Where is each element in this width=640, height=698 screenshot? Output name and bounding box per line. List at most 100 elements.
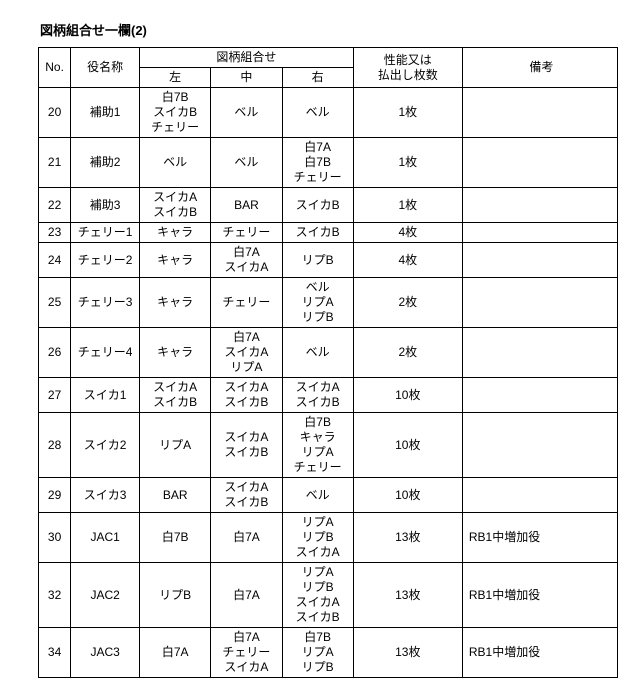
cell-right: ベル: [282, 88, 353, 138]
cell-pay: 10枚: [353, 413, 462, 478]
cell-pay: 2枚: [353, 328, 462, 378]
cell-left: キャラ: [140, 243, 211, 278]
header-remarks: 備考: [462, 48, 617, 88]
cell-pay: 1枚: [353, 88, 462, 138]
cell-right: スイカB: [282, 223, 353, 243]
cell-left: 白7A: [140, 628, 211, 678]
table-row: 20補助1白7B スイカB チェリーベルベル1枚: [39, 88, 618, 138]
cell-name: 補助2: [71, 138, 140, 188]
cell-left: キャラ: [140, 328, 211, 378]
cell-no: 30: [39, 513, 71, 563]
header-name: 役名称: [71, 48, 140, 88]
cell-left: リプB: [140, 563, 211, 628]
header-left: 左: [140, 68, 211, 88]
cell-no: 34: [39, 628, 71, 678]
cell-name: JAC2: [71, 563, 140, 628]
cell-right: リプA リプB スイカA スイカB: [282, 563, 353, 628]
cell-middle: 白7A: [211, 513, 282, 563]
cell-right: リプB: [282, 243, 353, 278]
cell-no: 21: [39, 138, 71, 188]
cell-right: ベル リプA リプB: [282, 278, 353, 328]
cell-no: 24: [39, 243, 71, 278]
cell-remarks: [462, 88, 617, 138]
cell-name: JAC3: [71, 628, 140, 678]
cell-no: 27: [39, 378, 71, 413]
cell-pay: 4枚: [353, 243, 462, 278]
cell-name: スイカ2: [71, 413, 140, 478]
cell-middle: チェリー: [211, 223, 282, 243]
cell-name: スイカ1: [71, 378, 140, 413]
cell-middle: ベル: [211, 138, 282, 188]
cell-remarks: [462, 223, 617, 243]
cell-right: スイカB: [282, 188, 353, 223]
cell-right: ベル: [282, 478, 353, 513]
cell-right: 白7A 白7B チェリー: [282, 138, 353, 188]
cell-name: チェリー1: [71, 223, 140, 243]
table-row: 21補助2ベルベル白7A 白7B チェリー1枚: [39, 138, 618, 188]
cell-middle: 白7A スイカA リプA: [211, 328, 282, 378]
cell-remarks: [462, 378, 617, 413]
cell-remarks: RB1中増加役: [462, 563, 617, 628]
header-no: No.: [39, 48, 71, 88]
cell-right: リプA リプB スイカA: [282, 513, 353, 563]
cell-left: スイカA スイカB: [140, 378, 211, 413]
symbol-combo-table: No. 役名称 図柄組合せ 性能又は 払出し枚数 備考 左 中 右 20補助1白…: [38, 47, 618, 678]
cell-no: 20: [39, 88, 71, 138]
cell-no: 23: [39, 223, 71, 243]
cell-name: スイカ3: [71, 478, 140, 513]
cell-pay: 1枚: [353, 138, 462, 188]
cell-middle: 白7A: [211, 563, 282, 628]
cell-left: 白7B: [140, 513, 211, 563]
cell-right: 白7B リプA リプB: [282, 628, 353, 678]
cell-pay: 13枚: [353, 513, 462, 563]
cell-pay: 10枚: [353, 478, 462, 513]
cell-middle: BAR: [211, 188, 282, 223]
cell-no: 22: [39, 188, 71, 223]
cell-pay: 4枚: [353, 223, 462, 243]
cell-left: ベル: [140, 138, 211, 188]
cell-name: 補助1: [71, 88, 140, 138]
cell-middle: スイカA スイカB: [211, 378, 282, 413]
header-middle: 中: [211, 68, 282, 88]
table-body: 20補助1白7B スイカB チェリーベルベル1枚21補助2ベルベル白7A 白7B…: [39, 88, 618, 678]
cell-left: キャラ: [140, 278, 211, 328]
cell-pay: 13枚: [353, 628, 462, 678]
cell-remarks: RB1中増加役: [462, 628, 617, 678]
cell-right: 白7B キャラ リプA チェリー: [282, 413, 353, 478]
cell-remarks: [462, 478, 617, 513]
cell-no: 28: [39, 413, 71, 478]
cell-remarks: [462, 328, 617, 378]
cell-name: チェリー3: [71, 278, 140, 328]
cell-remarks: RB1中増加役: [462, 513, 617, 563]
cell-remarks: [462, 243, 617, 278]
cell-no: 29: [39, 478, 71, 513]
table-row: 29スイカ3BARスイカA スイカBベル10枚: [39, 478, 618, 513]
cell-middle: 白7A チェリー スイカA: [211, 628, 282, 678]
cell-left: リプA: [140, 413, 211, 478]
cell-middle: ベル: [211, 88, 282, 138]
cell-pay: 13枚: [353, 563, 462, 628]
cell-name: JAC1: [71, 513, 140, 563]
table-row: 26チェリー4キャラ白7A スイカA リプAベル2枚: [39, 328, 618, 378]
cell-name: 補助3: [71, 188, 140, 223]
cell-pay: 1枚: [353, 188, 462, 223]
table-header: No. 役名称 図柄組合せ 性能又は 払出し枚数 備考 左 中 右: [39, 48, 618, 88]
table-row: 30JAC1白7B白7AリプA リプB スイカA13枚RB1中増加役: [39, 513, 618, 563]
table-row: 34JAC3白7A白7A チェリー スイカA白7B リプA リプB13枚RB1中…: [39, 628, 618, 678]
table-row: 28スイカ2リプAスイカA スイカB白7B キャラ リプA チェリー10枚: [39, 413, 618, 478]
table-row: 23チェリー1キャラチェリースイカB4枚: [39, 223, 618, 243]
cell-pay: 2枚: [353, 278, 462, 328]
table-row: 27スイカ1スイカA スイカBスイカA スイカBスイカA スイカB10枚: [39, 378, 618, 413]
cell-middle: スイカA スイカB: [211, 478, 282, 513]
cell-remarks: [462, 278, 617, 328]
cell-right: ベル: [282, 328, 353, 378]
cell-left: キャラ: [140, 223, 211, 243]
cell-no: 26: [39, 328, 71, 378]
header-combo: 図柄組合せ: [140, 48, 354, 68]
table-row: 25チェリー3キャラチェリーベル リプA リプB2枚: [39, 278, 618, 328]
cell-remarks: [462, 188, 617, 223]
cell-no: 32: [39, 563, 71, 628]
cell-right: スイカA スイカB: [282, 378, 353, 413]
cell-middle: チェリー: [211, 278, 282, 328]
page-title: 図柄組合せ一欄(2): [40, 20, 610, 39]
